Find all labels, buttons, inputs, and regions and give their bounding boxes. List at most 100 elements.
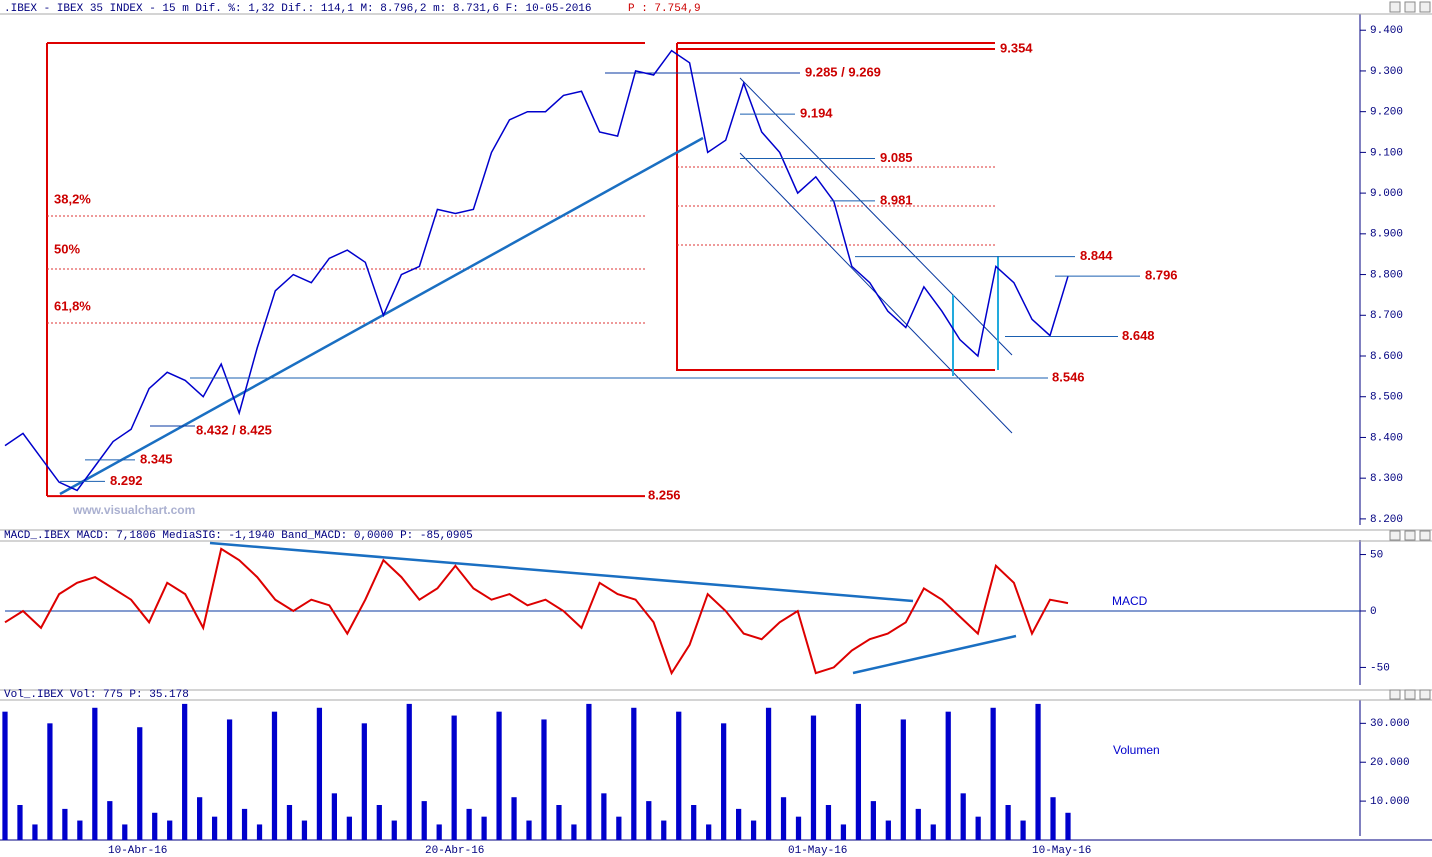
volume-bar [930,824,936,840]
volume-bar [975,816,981,840]
volume-bar [616,816,622,840]
volume-bar [1005,805,1011,840]
y-tick-label: 9.200 [1370,107,1403,119]
volume-bar [211,816,218,840]
header-extra: P : 7.754,9 [628,3,701,15]
level-label: 8.648 [1122,328,1155,343]
y-tick-label: 8.200 [1370,514,1403,526]
volume-bar [197,797,203,840]
volume-bar [107,801,113,840]
level-label: 8.256 [648,488,681,503]
y-tick-label: 8.500 [1370,392,1403,404]
header-title: .IBEX - IBEX 35 INDEX - 15 m Dif. %: 1,3… [4,3,592,15]
volume-bar [765,707,772,840]
volume-bar [376,805,382,840]
level-label: 8.844 [1080,248,1113,263]
fib-line [47,166,995,324]
level-label: 9.194 [800,106,833,121]
y-tick-label: 8.900 [1370,229,1403,241]
volume-bar [451,715,457,840]
volume-bar [706,824,712,840]
watermark: www.visualchart.com [72,503,195,517]
volume-bar [137,727,143,840]
macd-label: MACD [1112,594,1148,608]
volume-bar [47,723,53,840]
volume-bar [721,723,727,840]
y-tick-label: 9.000 [1370,188,1403,200]
volume-bar [990,707,996,840]
volume-bar [601,793,607,840]
level-label: 8.546 [1052,369,1085,384]
volume-bar [496,711,502,840]
y-tick-label: 8.300 [1370,473,1403,485]
volume-bar [301,820,308,840]
volume-bar [1020,820,1026,840]
y-tick-label: 8.800 [1370,269,1403,281]
level-label: 9.085 [880,150,913,165]
volume-bar [391,820,397,840]
volume-bar [735,808,742,840]
volume-bar [271,711,278,840]
price-line [4,49,1069,492]
y-tick-label: 50 [1370,549,1383,561]
y-tick-label: 9.100 [1370,147,1403,159]
volume-bar [631,707,637,840]
volume-bar [795,816,802,840]
volume-bar [750,820,757,840]
level-label: 8.796 [1145,268,1178,283]
volume-bar [77,820,83,840]
volume-bar [17,805,23,840]
volume-bar [167,820,173,840]
volume-bar [586,703,592,840]
volume-bar [481,816,487,840]
level-annotation: 8.432 / 8.425 [196,422,272,437]
level-label: 9.354 [1000,40,1033,55]
fib-label: 61,8% [54,298,91,313]
level-label: 8.292 [110,473,143,488]
volume-bar [466,808,472,840]
volume-bar [810,715,817,840]
volume-bar [541,719,547,840]
y-tick-label: -50 [1370,662,1390,674]
volume-bar [526,820,532,840]
volume-bar [825,805,832,840]
volume-bar [62,808,68,840]
volume-bar [152,812,158,840]
volume-bar [676,711,682,840]
volume-bar [406,703,412,840]
measure-arrow [952,256,999,376]
volume-bar [331,793,338,840]
volume-header: Vol_.IBEX Vol: 775 P: 35.178 [4,689,189,701]
volume-bar [915,808,921,840]
volume-bar [316,707,323,840]
y-tick-label: 9.400 [1370,25,1403,37]
volume-bar [1050,797,1056,840]
volume-bar [421,801,427,840]
y-tick-label: 0 [1370,606,1377,618]
volume-bar [241,808,248,840]
y-tick-label: 30.000 [1370,718,1410,730]
volume-bar [256,824,263,840]
fib-label: 38,2% [54,191,91,206]
y-tick-label: 8.700 [1370,310,1403,322]
x-tick-label: 20-Abr-16 [425,845,484,857]
volume-bar [885,820,891,840]
volume-bar [511,797,517,840]
window-controls[interactable] [1389,1,1431,700]
volume-bar [32,824,38,840]
volume-bar [870,801,876,840]
volume-bar [646,801,652,840]
y-tick-label: 9.300 [1370,66,1403,78]
level-label: 8.981 [880,192,913,207]
y-tick-label: 20.000 [1370,757,1410,769]
volume-bar [691,805,697,840]
volume-bar [900,719,906,840]
trendline [59,136,1017,675]
volume-bar [945,711,951,840]
volume-bar [960,793,966,840]
volume-bar [226,719,233,840]
y-tick-label: 8.400 [1370,432,1403,444]
volume-bar [855,703,862,840]
macd-line [4,547,1069,676]
